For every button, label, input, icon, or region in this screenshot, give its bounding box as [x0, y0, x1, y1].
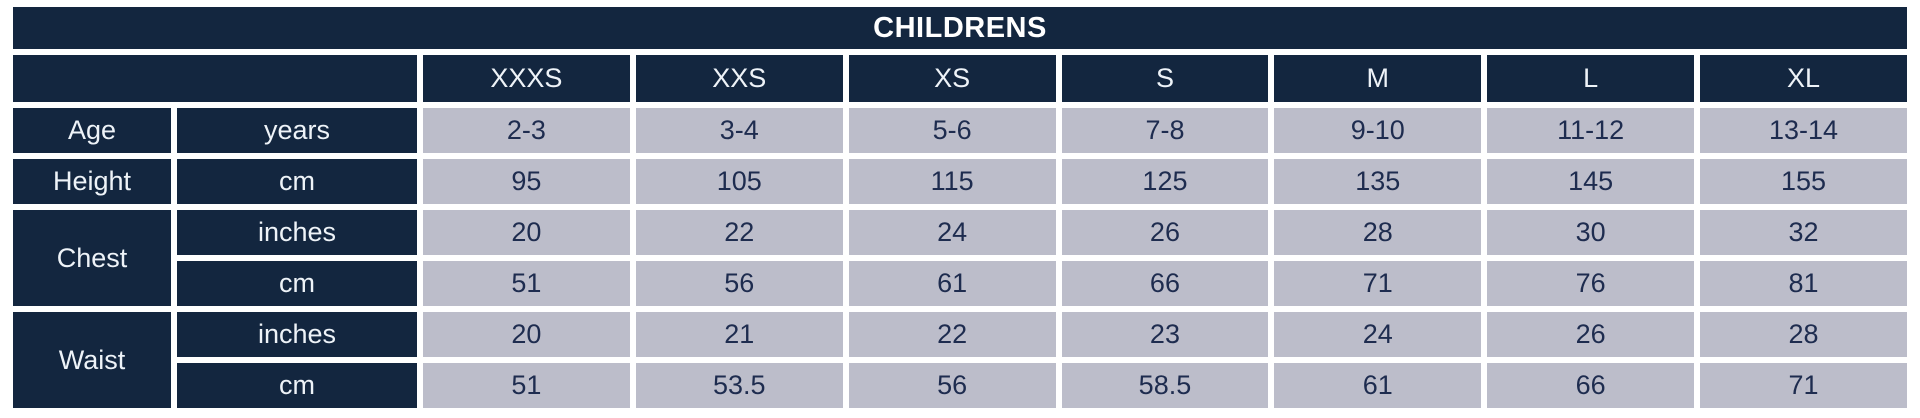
size-value-cell: 56: [635, 261, 843, 306]
size-value-cell: 66: [1061, 261, 1269, 306]
size-column-header: XXS: [635, 55, 843, 102]
size-value-cell: 26: [1061, 210, 1269, 255]
size-value-cell: 13-14: [1700, 108, 1907, 153]
size-column-header: XS: [848, 55, 1056, 102]
size-value-cell: 58.5: [1061, 363, 1269, 408]
chart-title: CHILDRENS: [13, 7, 1907, 49]
unit-label: years: [177, 108, 417, 153]
size-value-cell: 28: [1274, 210, 1482, 255]
unit-label: cm: [177, 363, 417, 408]
unit-label: cm: [177, 261, 417, 306]
size-value-cell: 3-4: [635, 108, 843, 153]
size-value-cell: 71: [1700, 363, 1907, 408]
size-value-cell: 24: [1274, 312, 1482, 357]
size-value-cell: 20: [423, 312, 630, 357]
size-value-cell: 53.5: [635, 363, 843, 408]
size-value-cell: 22: [848, 312, 1056, 357]
size-value-cell: 125: [1061, 159, 1269, 204]
size-value-cell: 76: [1487, 261, 1695, 306]
size-value-cell: 66: [1487, 363, 1695, 408]
size-value-cell: 23: [1061, 312, 1269, 357]
size-value-cell: 145: [1487, 159, 1695, 204]
size-value-cell: 61: [848, 261, 1056, 306]
size-value-cell: 71: [1274, 261, 1482, 306]
measurement-label-age: Age: [13, 108, 171, 153]
size-value-cell: 28: [1700, 312, 1907, 357]
measurement-label-chest: Chest: [13, 210, 171, 306]
size-value-cell: 2-3: [423, 108, 630, 153]
unit-label: cm: [177, 159, 417, 204]
size-value-cell: 22: [635, 210, 843, 255]
size-value-cell: 95: [423, 159, 630, 204]
size-chart-table: CHILDRENS XXXS XXS XS S M L XL Age years…: [7, 1, 1913, 414]
size-value-cell: 20: [423, 210, 630, 255]
size-value-cell: 11-12: [1487, 108, 1695, 153]
size-value-cell: 61: [1274, 363, 1482, 408]
size-value-cell: 51: [423, 363, 630, 408]
size-column-header: XL: [1700, 55, 1907, 102]
size-value-cell: 21: [635, 312, 843, 357]
size-value-cell: 51: [423, 261, 630, 306]
size-value-cell: 9-10: [1274, 108, 1482, 153]
corner-spacer-cell: [13, 55, 417, 102]
size-column-header: M: [1274, 55, 1482, 102]
size-value-cell: 5-6: [848, 108, 1056, 153]
size-value-cell: 7-8: [1061, 108, 1269, 153]
size-column-header: L: [1487, 55, 1695, 102]
size-value-cell: 32: [1700, 210, 1907, 255]
size-value-cell: 155: [1700, 159, 1907, 204]
size-value-cell: 135: [1274, 159, 1482, 204]
size-value-cell: 26: [1487, 312, 1695, 357]
size-value-cell: 105: [635, 159, 843, 204]
size-value-cell: 81: [1700, 261, 1907, 306]
size-value-cell: 30: [1487, 210, 1695, 255]
size-column-header: S: [1061, 55, 1269, 102]
measurement-label-waist: Waist: [13, 312, 171, 408]
size-value-cell: 56: [848, 363, 1056, 408]
unit-label: inches: [177, 312, 417, 357]
size-column-header: XXXS: [423, 55, 630, 102]
measurement-label-height: Height: [13, 159, 171, 204]
size-value-cell: 24: [848, 210, 1056, 255]
size-value-cell: 115: [848, 159, 1056, 204]
unit-label: inches: [177, 210, 417, 255]
